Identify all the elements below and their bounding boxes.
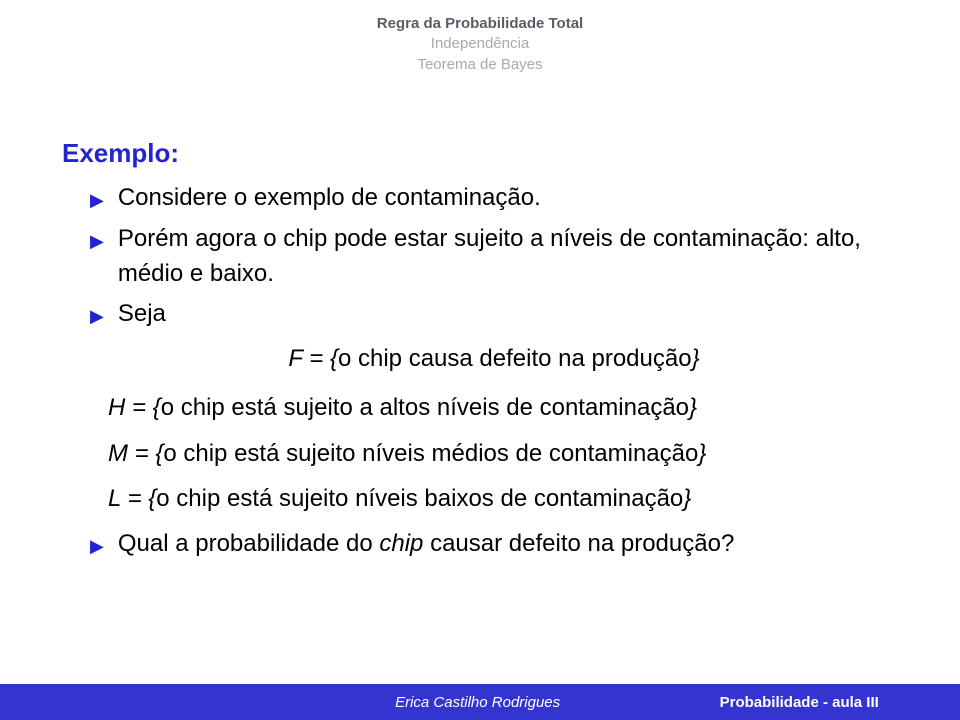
eq-rhs: } (689, 394, 697, 421)
equation-L: L = {o chip está sujeito níveis baixos d… (90, 476, 898, 521)
bullet-icon: ▶ (90, 303, 104, 329)
slide-footer: Erica Castilho Rodrigues Probabilidade -… (0, 684, 960, 720)
header-line-1: Regra da Probabilidade Total (0, 14, 960, 34)
eq-lhs: M = { (108, 440, 163, 467)
bullet-icon: ▶ (90, 533, 104, 559)
equation-M: M = {o chip está sujeito níveis médios d… (90, 431, 898, 476)
bullet-item: ▶ Porém agora o chip pode estar sujeito … (90, 222, 898, 292)
eq-lhs: H = { (108, 394, 161, 421)
eq-text: o chip está sujeito níveis baixos de con… (156, 485, 683, 512)
slide-header: Regra da Probabilidade Total Independênc… (0, 0, 960, 75)
equation-F: F = {o chip causa defeito na produção} (90, 338, 898, 385)
eq-text: o chip está sujeito níveis médios de con… (163, 440, 698, 467)
bullet-item: ▶ Seja (90, 297, 898, 332)
slide-body: Exemplo: ▶ Considere o exemplo de contam… (62, 138, 898, 562)
header-line-2: Independência (0, 34, 960, 54)
bullet-text: Qual a probabilidade do chip causar defe… (118, 527, 898, 562)
eq-text: o chip causa defeito na produção (338, 345, 692, 372)
equations-block: F = {o chip causa defeito na produção} H… (90, 338, 898, 521)
q-suffix: causar defeito na produção? (423, 530, 734, 557)
footer-title: Probabilidade - aula III (638, 694, 960, 711)
header-line-3: Teorema de Bayes (0, 55, 960, 75)
bullet-item: ▶ Qual a probabilidade do chip causar de… (90, 527, 898, 562)
eq-lhs: F = { (288, 345, 338, 372)
bullet-text: Seja (118, 297, 898, 332)
bullet-item: ▶ Considere o exemplo de contaminação. (90, 181, 898, 216)
eq-rhs: } (698, 440, 706, 467)
bullet-icon: ▶ (90, 228, 104, 254)
equation-H: H = {o chip está sujeito a altos níveis … (90, 385, 898, 430)
slide: Regra da Probabilidade Total Independênc… (0, 0, 960, 720)
q-prefix: Qual a probabilidade do (118, 530, 380, 557)
bullet-text: Considere o exemplo de contaminação. (118, 181, 898, 216)
eq-text: o chip está sujeito a altos níveis de co… (161, 394, 689, 421)
bullet-text: Porém agora o chip pode estar sujeito a … (118, 222, 898, 292)
footer-author: Erica Castilho Rodrigues (317, 694, 639, 711)
bullet-icon: ▶ (90, 187, 104, 213)
eq-rhs: } (692, 345, 700, 372)
eq-rhs: } (683, 485, 691, 512)
example-title: Exemplo: (62, 138, 898, 169)
eq-lhs: L = { (108, 485, 156, 512)
q-italic: chip (379, 530, 423, 557)
